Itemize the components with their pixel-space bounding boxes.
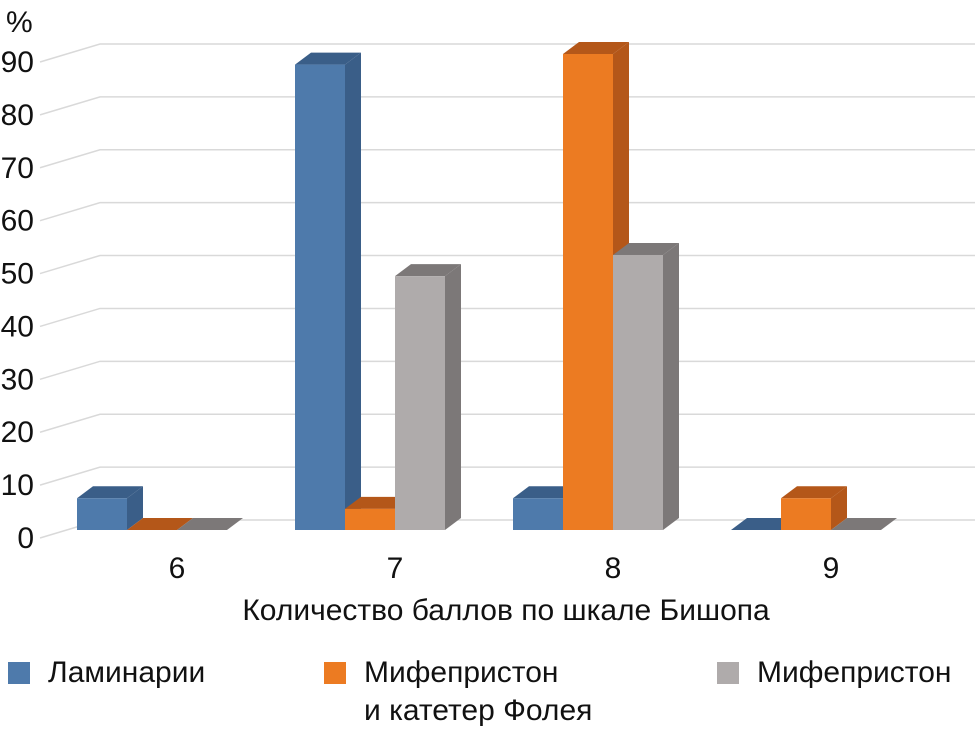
y-tick-label: 50 bbox=[1, 258, 34, 291]
bar-front bbox=[563, 54, 613, 530]
legend-item-mifepristone: Мифепристон bbox=[717, 654, 951, 692]
legend-swatch-laminaria bbox=[8, 662, 30, 684]
x-tick-label: 9 bbox=[823, 552, 840, 585]
gridline bbox=[39, 149, 975, 169]
bar-top bbox=[177, 518, 243, 530]
x-axis-title: Количество баллов по шкале Бишопа bbox=[242, 594, 770, 627]
legend-label-mifepristone: Мифепристон bbox=[757, 656, 952, 689]
bar-front bbox=[513, 498, 563, 530]
legend-swatch-mifepristone-foley bbox=[324, 662, 346, 684]
x-tick-label: 6 bbox=[169, 552, 186, 585]
y-tick-label: 40 bbox=[1, 310, 34, 343]
gridline bbox=[39, 466, 975, 486]
x-tick-label: 7 bbox=[387, 552, 404, 585]
gridline bbox=[39, 254, 975, 275]
bars bbox=[77, 42, 897, 531]
bar-top bbox=[295, 52, 361, 65]
y-tick-label: 80 bbox=[1, 99, 34, 132]
bar-top bbox=[127, 518, 193, 530]
bar-side bbox=[127, 486, 143, 530]
legend-item-mifepristone-foley: Мифепристон и катетер Фолея bbox=[324, 654, 592, 730]
bar-top bbox=[563, 42, 629, 54]
y-axis-label: % bbox=[6, 6, 33, 39]
y-axis-ticks: 0 10 20 30 40 50 60 70 80 90 bbox=[1, 46, 34, 555]
bar-top bbox=[731, 518, 797, 530]
bar-top bbox=[781, 486, 847, 499]
y-tick-label: 90 bbox=[1, 46, 34, 79]
gridline bbox=[39, 360, 975, 381]
y-tick-label: 60 bbox=[1, 205, 34, 238]
gridline bbox=[39, 43, 975, 63]
bar-side bbox=[831, 486, 847, 530]
bar-top bbox=[613, 242, 679, 255]
bar-top bbox=[513, 486, 579, 499]
bar bbox=[77, 486, 143, 530]
gridline bbox=[39, 307, 975, 328]
bar bbox=[295, 52, 361, 531]
bar bbox=[395, 264, 461, 530]
y-tick-label: 20 bbox=[1, 416, 34, 449]
gridline bbox=[39, 413, 975, 433]
gridline bbox=[39, 201, 975, 222]
bar-top bbox=[831, 518, 897, 530]
bar-side bbox=[345, 52, 361, 530]
x-tick-label: 8 bbox=[605, 552, 622, 585]
bar-side bbox=[445, 264, 461, 530]
bar bbox=[831, 518, 897, 530]
bar-top bbox=[345, 496, 411, 509]
bar-top bbox=[395, 264, 461, 277]
legend-label-mifepristone-foley: Мифепристон и катетер Фолея bbox=[364, 656, 593, 727]
y-tick-label: 70 bbox=[1, 152, 34, 185]
x-axis-ticks: 6 7 8 9 bbox=[169, 552, 840, 585]
bar-top bbox=[77, 486, 143, 499]
legend-swatch-mifepristone bbox=[717, 662, 739, 684]
bar-front bbox=[345, 508, 395, 530]
bar-front bbox=[613, 254, 663, 530]
bar bbox=[613, 242, 679, 530]
bar-front bbox=[395, 276, 445, 530]
legend-label-laminaria: Ламинарии bbox=[48, 656, 206, 689]
bar-front bbox=[295, 64, 345, 531]
gridlines bbox=[39, 43, 975, 539]
bar bbox=[731, 518, 797, 530]
legend-item-laminaria: Ламинарии bbox=[8, 654, 205, 692]
bar bbox=[781, 486, 847, 530]
bar-chart: 0 10 20 30 40 50 60 70 80 90 % 6 7 8 9 Количество ба… bbox=[1, 6, 975, 627]
bar bbox=[177, 518, 243, 530]
bar-front bbox=[781, 498, 831, 530]
bar bbox=[127, 518, 193, 530]
legend: Ламинарии Мифепристон и катетер Фолея Ми… bbox=[0, 648, 980, 736]
y-tick-label: 0 bbox=[17, 522, 34, 555]
y-tick-label: 30 bbox=[1, 363, 34, 396]
gridline bbox=[39, 96, 975, 116]
y-tick-label: 10 bbox=[1, 469, 34, 502]
bar-side bbox=[663, 242, 679, 530]
bar-front bbox=[77, 498, 127, 530]
